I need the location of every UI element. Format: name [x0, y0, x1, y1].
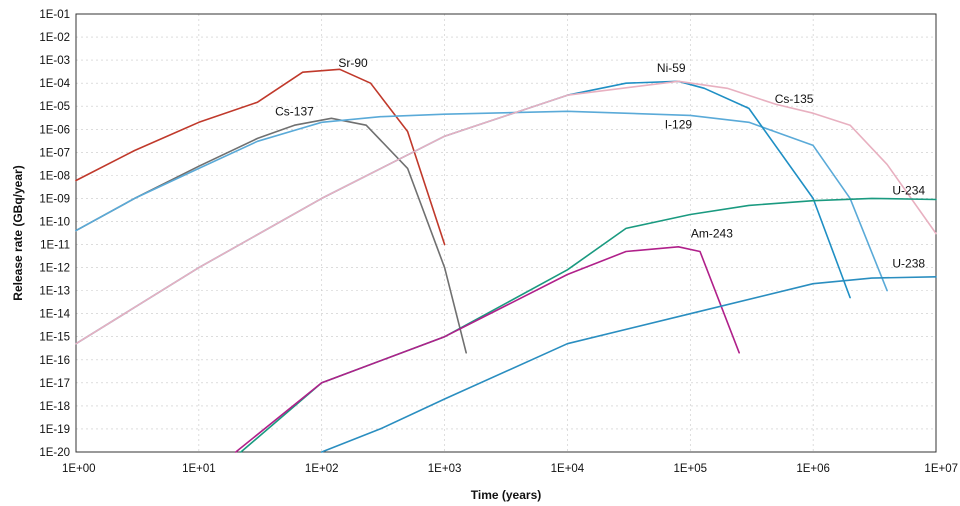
- series-label-i-129: I-129: [665, 117, 693, 131]
- series-line-i-129: [75, 110, 888, 292]
- y-tick-label: 1E-04: [39, 78, 70, 90]
- x-tick-label: 1E+04: [551, 463, 585, 475]
- series-label-sr-90: Sr-90: [338, 56, 368, 70]
- y-tick-label: 1E-17: [39, 378, 70, 390]
- y-tick-label: 1E-20: [39, 447, 70, 459]
- y-tick-label: 1E-12: [39, 263, 70, 275]
- y-tick-label: 1E-08: [39, 170, 70, 182]
- series-line-am-243: [235, 246, 741, 453]
- series-line-cs-137: [75, 117, 468, 354]
- series-label-cs-137: Cs-137: [275, 104, 314, 118]
- series-line-cs-135: [75, 80, 937, 345]
- y-tick-label: 1E-09: [39, 193, 70, 205]
- x-tick-label: 1E+00: [62, 463, 96, 475]
- series-line-u-234: [240, 197, 937, 453]
- series-labels: Sr-90 Cs-137 Ni-59 Cs-135 I-129 U-234 Am-243 U-…: [275, 56, 925, 271]
- series-label-cs-135: Cs-135: [775, 92, 814, 106]
- y-tick-label: 1E-06: [39, 124, 70, 136]
- y-tick-label: 1E-07: [39, 147, 70, 159]
- series-line-sr-90: [75, 68, 446, 246]
- x-tick-label: 1E+07: [924, 463, 958, 475]
- y-tick-label: 1E-01: [39, 9, 70, 21]
- y-tick-label: 1E-05: [39, 101, 70, 113]
- y-axis-ticks: 1E-01 1E-02 1E-03 1E-04 1E-05 1E-06 1E-07 1E-08…: [39, 9, 70, 459]
- y-tick-label: 1E-19: [39, 424, 70, 436]
- x-tick-label: 1E+05: [673, 463, 707, 475]
- series-label-ni-59: Ni-59: [657, 61, 686, 75]
- y-tick-label: 1E-15: [39, 332, 70, 344]
- x-axis-ticks: 1E+00 1E+01 1E+02 1E+03 1E+04 1E+05 1E+06 1E+07: [62, 463, 958, 475]
- grid: [76, 14, 936, 452]
- series-label-u-234: U-234: [892, 183, 925, 197]
- x-axis-title: Time (years): [471, 488, 541, 502]
- x-tick-label: 1E+02: [305, 463, 339, 475]
- x-tick-label: 1E+06: [796, 463, 830, 475]
- y-tick-label: 1E-14: [39, 309, 70, 321]
- series-label-u-238: U-238: [892, 257, 925, 271]
- x-tick-label: 1E+01: [182, 463, 216, 475]
- y-tick-label: 1E-16: [39, 355, 70, 367]
- series: [75, 68, 937, 453]
- y-tick-label: 1E-10: [39, 216, 70, 228]
- y-tick-label: 1E-11: [40, 240, 70, 252]
- y-tick-label: 1E-03: [39, 55, 70, 67]
- y-tick-label: 1E-18: [39, 401, 70, 413]
- plot-frame: [75, 13, 937, 453]
- y-tick-label: 1E-02: [39, 32, 70, 44]
- y-axis-title: Release rate (GBq/year): [11, 165, 25, 300]
- series-line-u-238: [320, 275, 937, 453]
- y-tick-label: 1E-13: [39, 286, 70, 298]
- series-label-am-243: Am-243: [691, 227, 733, 241]
- x-tick-label: 1E+03: [428, 463, 462, 475]
